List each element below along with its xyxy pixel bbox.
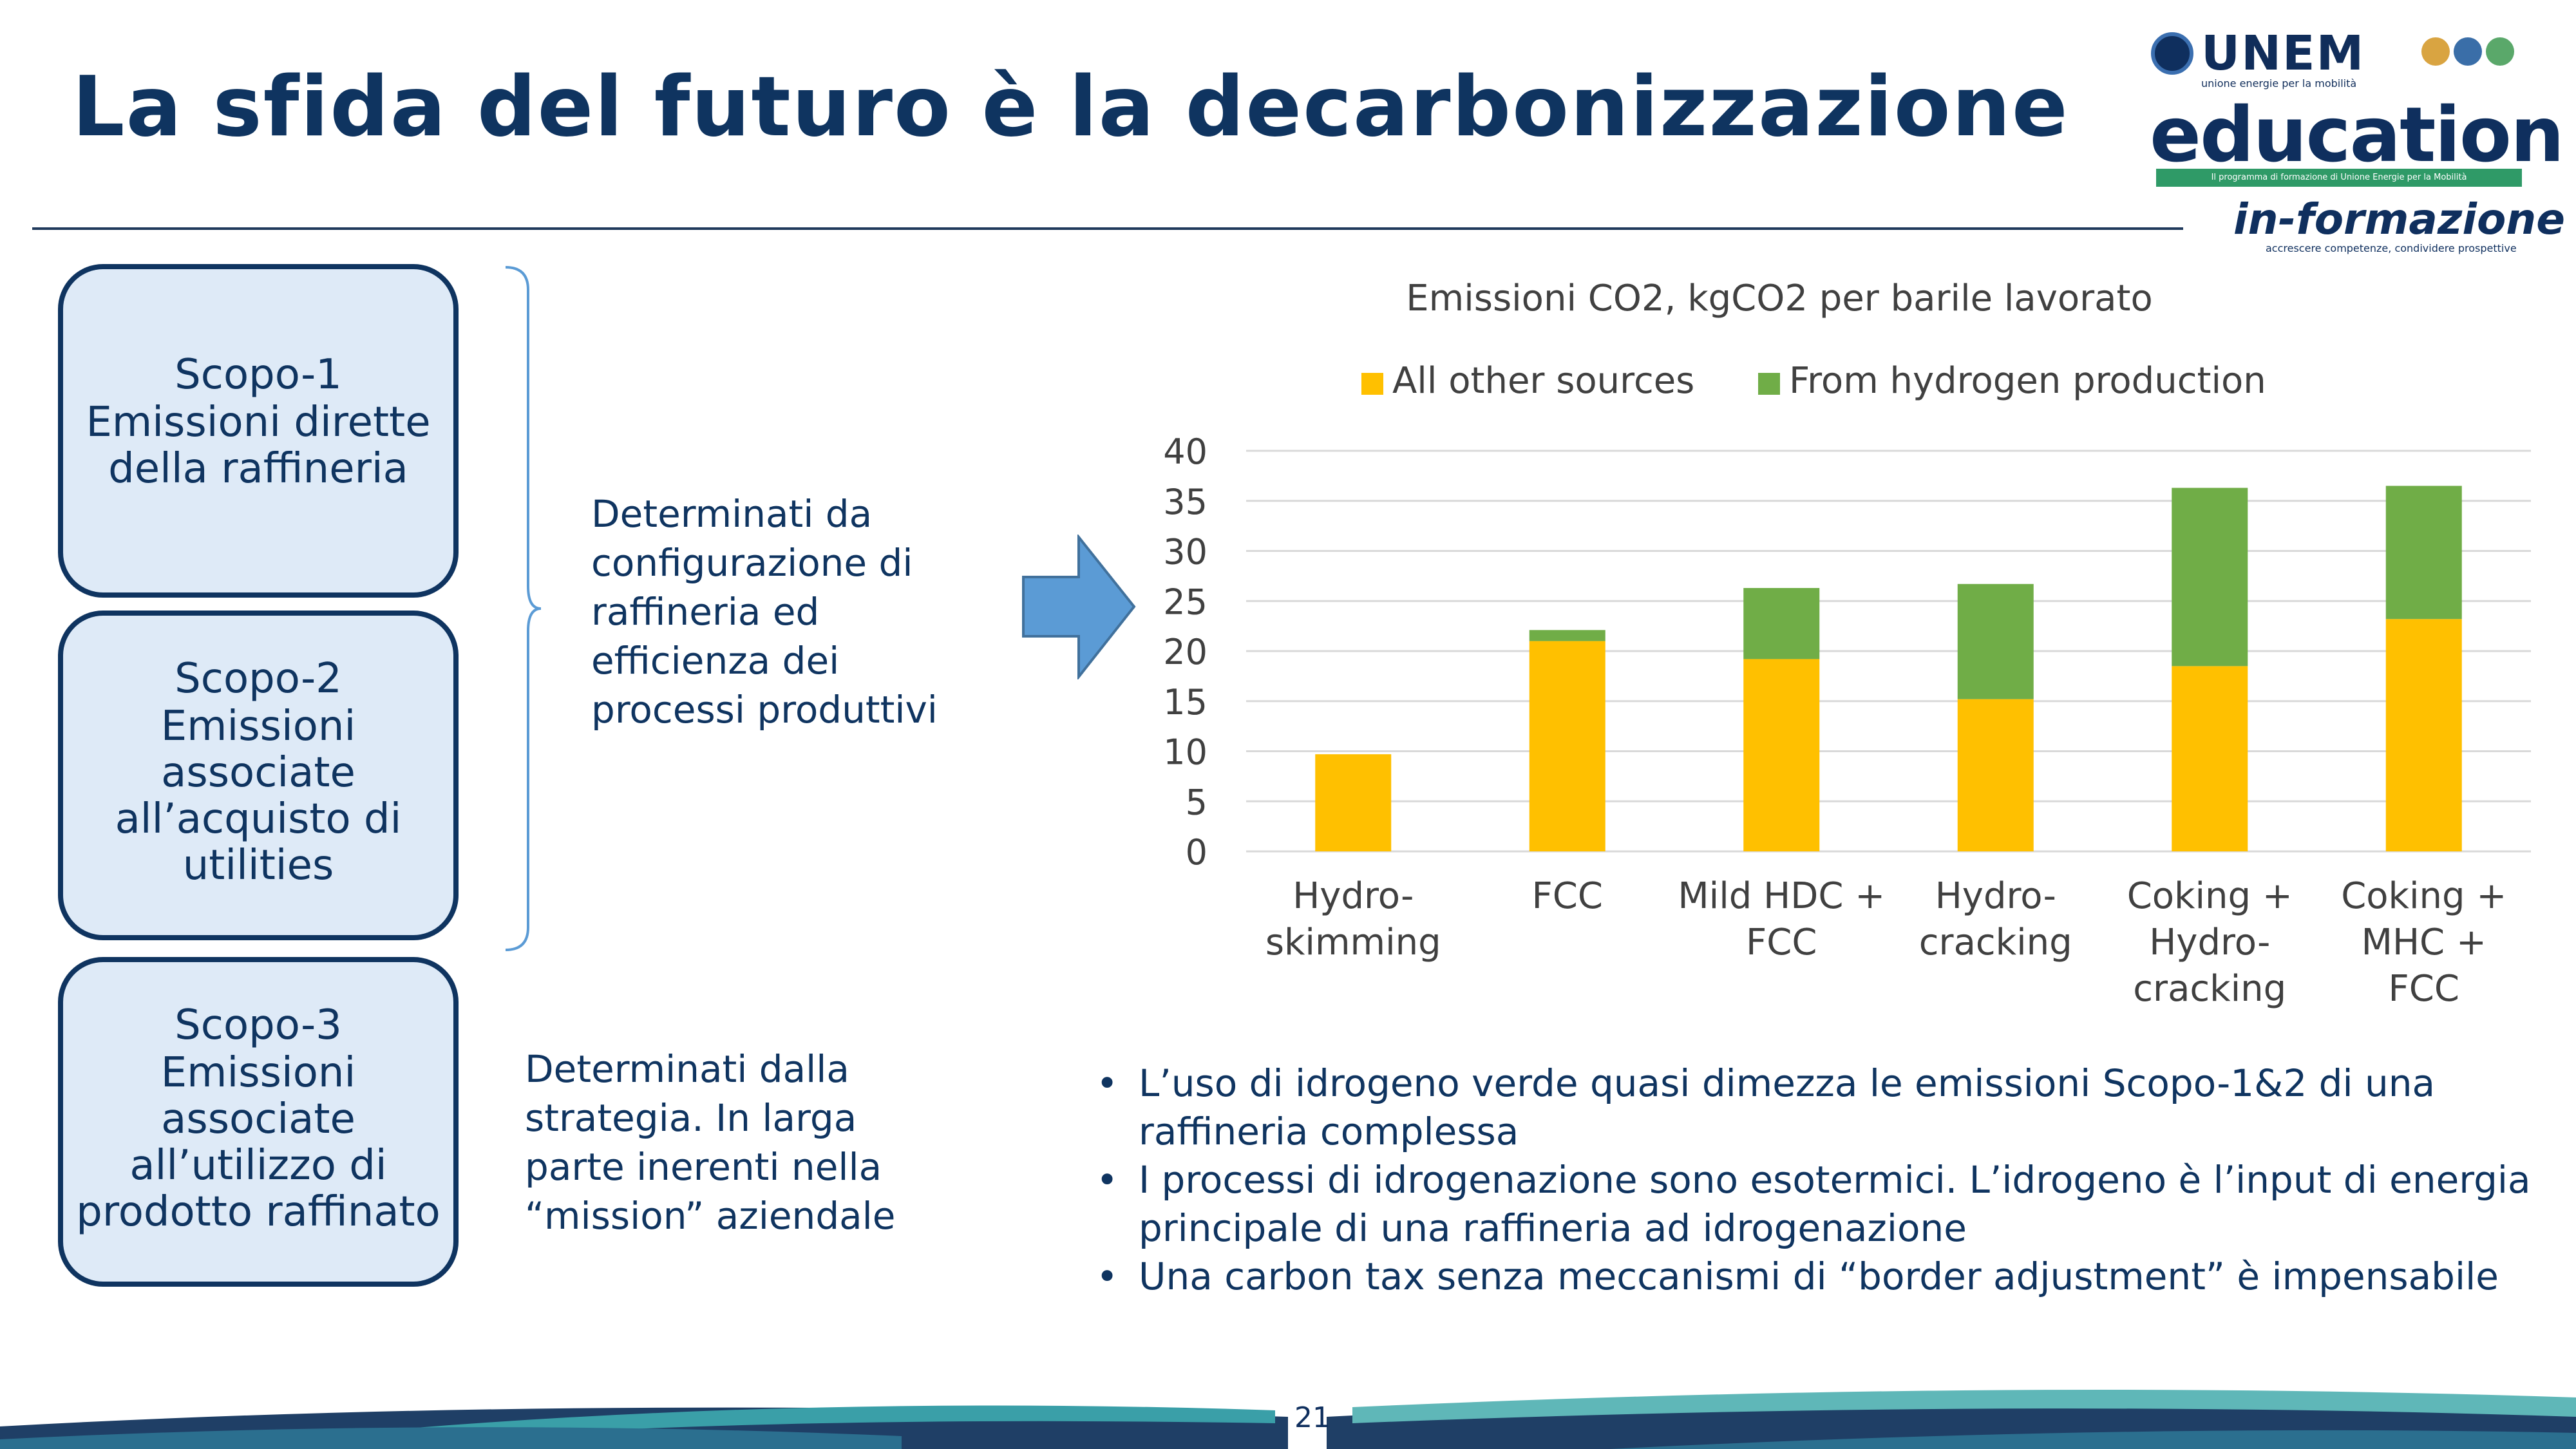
y-tick-label: 30 [1163, 532, 1208, 573]
x-tick-label: FCC [2389, 968, 2459, 1010]
chart-x-axis: Hydro-skimming FCC Mild HDC + FCC Hydro-crac… [1265, 875, 2507, 1010]
footer-swoosh [0, 1390, 2576, 1449]
bullet-item: I processi di idrogenazione sono esoterm… [1088, 1156, 2537, 1253]
scope3-note: Determinati dalla strategia. In larga pa… [525, 1047, 896, 1238]
bar-segment [2172, 666, 2248, 851]
badge-icon [2454, 37, 2482, 66]
chart-grid [1246, 450, 2531, 853]
title-divider [32, 227, 2183, 230]
partner-badges [2421, 37, 2518, 68]
bullet-list: L’uso di idrogeno verde quasi dimezza le… [1088, 1059, 2537, 1301]
x-tick-label: Hydro- [1935, 875, 2056, 917]
unem-globe-icon [2151, 32, 2193, 75]
chart-title: Emissioni CO2, kgCO2 per barile lavorato [1406, 278, 2152, 319]
right-brace [505, 266, 542, 951]
y-tick-label: 25 [1163, 582, 1208, 622]
chart-bars [1315, 486, 2462, 851]
education-logo-subtitle: Il programma di formazione di Unione Ene… [2156, 169, 2522, 187]
bullet-item: Una carbon tax senza meccanismi di “bord… [1088, 1253, 2537, 1301]
x-tick-label: skimming [1265, 922, 1441, 963]
x-tick-label: cracking [2133, 968, 2286, 1010]
y-tick-label: 35 [1163, 482, 1208, 522]
bullet-item: L’uso di idrogeno verde quasi dimezza le… [1088, 1059, 2537, 1156]
legend-label: All other sources [1392, 360, 1694, 402]
y-tick-label: 0 [1186, 832, 1208, 873]
scope-description: Emissioni dirette della raffineria [86, 399, 431, 493]
bar-segment [1957, 699, 2034, 851]
bar-segment [1529, 641, 1605, 851]
x-tick-label: Coking + [2341, 875, 2506, 917]
x-tick-label: MHC + [2362, 922, 2486, 963]
scope-2-box: Scopo-2 Emissioni associate all’acquisto… [58, 611, 459, 940]
legend-swatch [1758, 373, 1780, 395]
unem-logo-text: UNEM [2201, 26, 2365, 81]
badge-icon [2421, 37, 2450, 66]
bar-segment [2385, 486, 2462, 620]
bar-segment [1529, 630, 1605, 641]
x-tick-label: FCC [1532, 875, 1603, 917]
legend-swatch [1361, 373, 1383, 395]
y-tick-label: 20 [1163, 632, 1208, 672]
scope-title: Scopo-2 [175, 655, 342, 703]
bar-segment [2385, 619, 2462, 851]
scope-description: Emissioni associate all’utilizzo di prod… [76, 1049, 440, 1236]
badge-icon [2486, 37, 2514, 66]
scope-description: Emissioni associate all’acquisto di util… [115, 703, 402, 889]
bar-segment [1957, 583, 2034, 699]
logo-block: UNEM unione energie per la mobilità educ… [2150, 26, 2565, 254]
bar-segment [1315, 754, 1392, 851]
scope12-note: Determinati da configurazione di raffine… [591, 492, 938, 732]
scope-1-box: Scopo-1 Emissioni dirette della raffiner… [58, 264, 459, 598]
bar-segment [1743, 588, 1820, 659]
informazione-logo-subtitle: accrescere competenze, condividere prosp… [2266, 242, 2517, 254]
legend-label: From hydrogen production [1789, 360, 2266, 402]
education-logo-text: education [2150, 90, 2564, 179]
x-tick-label: Hydro- [2149, 922, 2270, 963]
bar-segment [1743, 659, 1820, 851]
chart-y-axis: 0 5 10 15 20 25 30 35 40 [1163, 431, 1208, 873]
x-tick-label: Coking + [2127, 875, 2293, 917]
bar-segment [2172, 488, 2248, 667]
y-tick-label: 5 [1186, 782, 1208, 822]
scope-3-box: Scopo-3 Emissioni associate all’utilizzo… [58, 957, 459, 1287]
scope-title: Scopo-1 [175, 351, 342, 399]
y-tick-label: 10 [1163, 732, 1208, 773]
x-tick-label: Mild HDC + [1678, 875, 1885, 917]
y-tick-label: 15 [1163, 682, 1208, 723]
x-tick-label: cracking [1919, 922, 2072, 963]
unem-logo-subtitle: unione energie per la mobilità [2201, 77, 2357, 90]
y-tick-label: 40 [1163, 431, 1208, 472]
x-tick-label: FCC [1746, 922, 1817, 963]
chart-legend: All other sources From hydrogen productio… [1361, 360, 2266, 402]
informazione-logo-text: in-formazione [2233, 194, 2566, 244]
x-tick-label: Hydro- [1293, 875, 1414, 917]
scope-title: Scopo-3 [175, 1001, 342, 1049]
page-title: La sfida del futuro è la decarbonizzazio… [72, 59, 2069, 155]
page-number: 21 [1294, 1401, 1331, 1434]
emissions-chart: Emissioni CO2, kgCO2 per barile lavorato… [1163, 278, 2531, 1010]
right-arrow-icon [1022, 535, 1136, 679]
